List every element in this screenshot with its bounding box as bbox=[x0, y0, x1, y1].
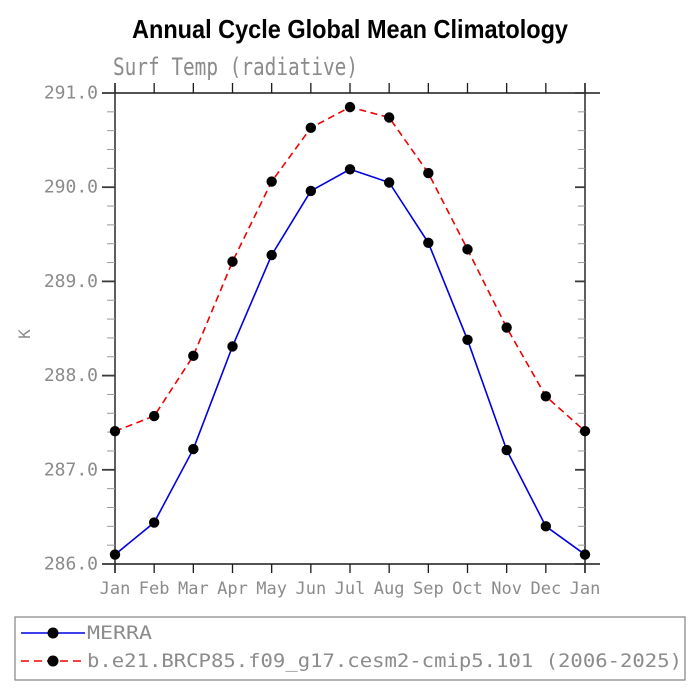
data-point-marker bbox=[266, 176, 277, 187]
x-tick-label: Sep bbox=[413, 579, 444, 599]
data-point-marker bbox=[227, 256, 238, 267]
x-tick-label: Jul bbox=[335, 579, 366, 599]
x-tick-label: Feb bbox=[139, 579, 170, 599]
data-point-marker bbox=[305, 185, 317, 197]
y-tick-label: 289.0 bbox=[44, 271, 98, 292]
plot-area: Jan Feb Mar Apr May Jun Jul Aug Sep Oct Nov Dec Jan2… bbox=[44, 83, 601, 600]
x-tick-label: Dec bbox=[530, 579, 561, 599]
x-tick-label: Oct bbox=[452, 579, 483, 599]
data-point-marker bbox=[579, 549, 591, 560]
x-tick-label: Jun bbox=[295, 579, 326, 599]
data-point-marker bbox=[109, 425, 121, 437]
y-tick-label: 288.0 bbox=[44, 365, 98, 386]
data-point-marker bbox=[501, 322, 512, 333]
data-point-marker bbox=[148, 410, 160, 422]
data-point-marker bbox=[305, 122, 317, 134]
data-point-marker bbox=[344, 164, 356, 175]
x-tick-label: May bbox=[256, 579, 287, 599]
series-line-merra bbox=[114, 168, 586, 556]
legend-marker bbox=[47, 627, 59, 639]
data-point-marker bbox=[266, 249, 277, 261]
legend-frame bbox=[14, 616, 686, 681]
x-tick-label: Mar bbox=[178, 579, 209, 599]
series-line-model bbox=[114, 106, 586, 432]
x-tick-label: Jan bbox=[100, 579, 131, 599]
data-point-marker bbox=[423, 167, 434, 179]
y-tick-label: 290.0 bbox=[44, 177, 98, 198]
chart-subtitle: Surf Temp (radiative) bbox=[113, 53, 358, 81]
data-point-marker bbox=[188, 350, 199, 362]
legend-label: b.e21.BRCP85.f09_g17.cesm2-cmip5.101 (20… bbox=[87, 650, 682, 672]
data-point-marker bbox=[462, 334, 473, 346]
data-point-marker bbox=[540, 521, 552, 532]
legend-marker bbox=[47, 655, 59, 667]
y-tick-label: 287.0 bbox=[44, 459, 98, 480]
y-tick-label: 291.0 bbox=[44, 83, 98, 104]
legend-label: MERRA bbox=[87, 622, 153, 644]
data-point-marker bbox=[188, 443, 199, 455]
data-point-marker bbox=[423, 237, 434, 248]
data-point-marker bbox=[344, 101, 356, 113]
data-point-marker bbox=[109, 549, 121, 560]
data-point-marker bbox=[383, 177, 395, 188]
data-point-marker bbox=[540, 391, 552, 402]
data-point-marker bbox=[501, 444, 512, 456]
data-point-marker bbox=[227, 341, 238, 352]
chart-title: Annual Cycle Global Mean Climatology bbox=[132, 14, 568, 44]
data-point-marker bbox=[579, 425, 591, 437]
x-tick-label: Apr bbox=[217, 579, 248, 599]
data-point-marker bbox=[148, 517, 160, 528]
data-point-marker bbox=[462, 244, 473, 255]
data-point-marker bbox=[383, 112, 395, 123]
legend-box: MERRA b.e21.BRCP85.f09_g17.cesm2-cmip5.10… bbox=[14, 616, 686, 681]
y-axis-label: K bbox=[15, 329, 34, 339]
x-tick-label: Aug bbox=[374, 579, 405, 599]
y-tick-label: 286.0 bbox=[44, 554, 98, 575]
x-tick-label: Jan bbox=[570, 579, 601, 599]
x-tick-label: Nov bbox=[491, 579, 522, 599]
